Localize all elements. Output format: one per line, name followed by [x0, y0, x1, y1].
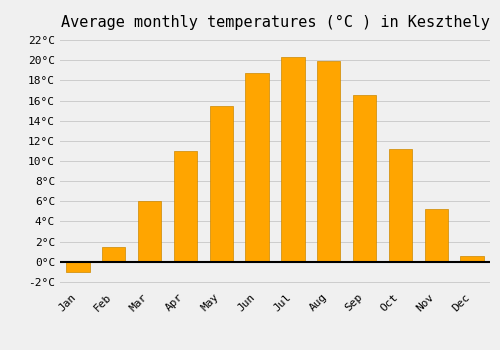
Bar [424, 209, 448, 262]
Bar [174, 151, 197, 262]
Bar [66, 262, 90, 272]
Bar [353, 96, 376, 262]
Bar [460, 256, 483, 262]
Bar [317, 61, 340, 262]
Bar [246, 73, 268, 262]
Bar [210, 106, 233, 262]
Bar [282, 57, 304, 262]
Bar [389, 149, 412, 262]
Bar [102, 247, 126, 262]
Title: Average monthly temperatures (°C ) in Keszthely: Average monthly temperatures (°C ) in Ke… [60, 15, 490, 30]
Bar [138, 201, 161, 262]
